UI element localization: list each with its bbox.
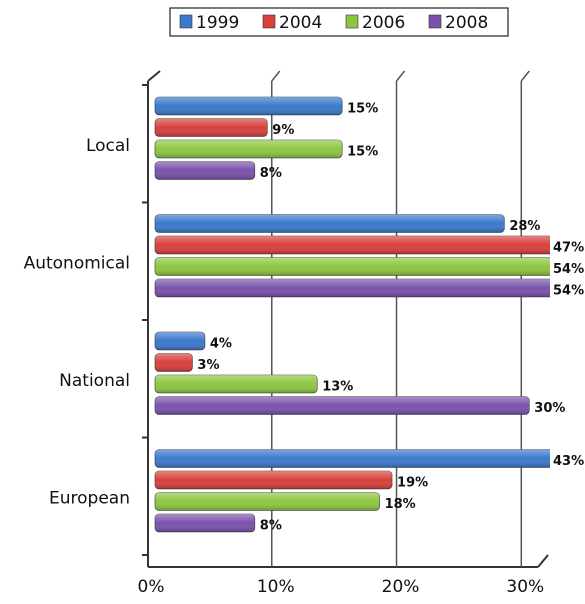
data-label: 28%: [509, 219, 540, 234]
legend-swatch: [345, 14, 359, 29]
data-label: 30%: [534, 401, 565, 416]
x-axis-back: [537, 554, 549, 568]
data-label: 8%: [260, 519, 282, 534]
bar-shade: [155, 97, 343, 115]
x-tick-label: 0%: [138, 577, 165, 597]
bar-shade: [155, 214, 505, 233]
bar-shade: [155, 140, 343, 158]
data-label: 4%: [210, 337, 232, 352]
bar-shade: [155, 236, 550, 254]
bar-shade: [155, 492, 380, 511]
y-tick-label: National: [59, 371, 130, 391]
bar-shade: [155, 161, 255, 180]
y-axis-back: [147, 70, 161, 82]
bar-shade: [155, 471, 393, 489]
data-label: 43%: [553, 454, 584, 469]
data-label: 54%: [553, 284, 584, 299]
bar-shade: [155, 396, 530, 415]
x-tick-label: 30%: [506, 577, 544, 597]
data-label: 13%: [322, 380, 353, 395]
bar-shade: [155, 257, 550, 276]
bar-shade: [155, 375, 318, 393]
bars: [154, 96, 550, 533]
y-tick-label: Local: [86, 136, 130, 156]
grid-line-back: [520, 70, 530, 82]
legend-label: 2006: [362, 13, 405, 33]
legend-swatch: [179, 14, 193, 29]
data-label: 9%: [272, 123, 294, 138]
x-tick-label: 20%: [382, 577, 420, 597]
grid-line-back: [271, 70, 281, 82]
data-label: 19%: [397, 476, 428, 491]
bar-shade: [155, 353, 193, 372]
bar-shade: [155, 279, 550, 297]
bar-shade: [155, 449, 550, 468]
data-label: 3%: [197, 358, 219, 373]
y-tick-label: European: [49, 488, 130, 508]
bar-shade: [155, 332, 205, 350]
legend-label: 1999: [196, 13, 239, 33]
data-label: 18%: [385, 497, 416, 512]
data-label: 8%: [260, 166, 282, 181]
legend-label: 2008: [445, 13, 488, 33]
data-label: 15%: [347, 102, 378, 117]
data-label: 54%: [553, 262, 584, 277]
bar-shade: [155, 118, 268, 137]
grid-line-back: [395, 70, 406, 82]
data-label: 15%: [347, 145, 378, 160]
data-label: 47%: [553, 241, 584, 256]
legend-box: [169, 7, 509, 37]
y-tick-label: Autonomical: [24, 253, 130, 273]
legend-swatch: [262, 14, 276, 29]
bar-shade: [155, 514, 255, 532]
x-tick-label: 10%: [257, 577, 295, 597]
legend-label: 2004: [279, 13, 322, 33]
legend-swatch: [428, 14, 442, 29]
